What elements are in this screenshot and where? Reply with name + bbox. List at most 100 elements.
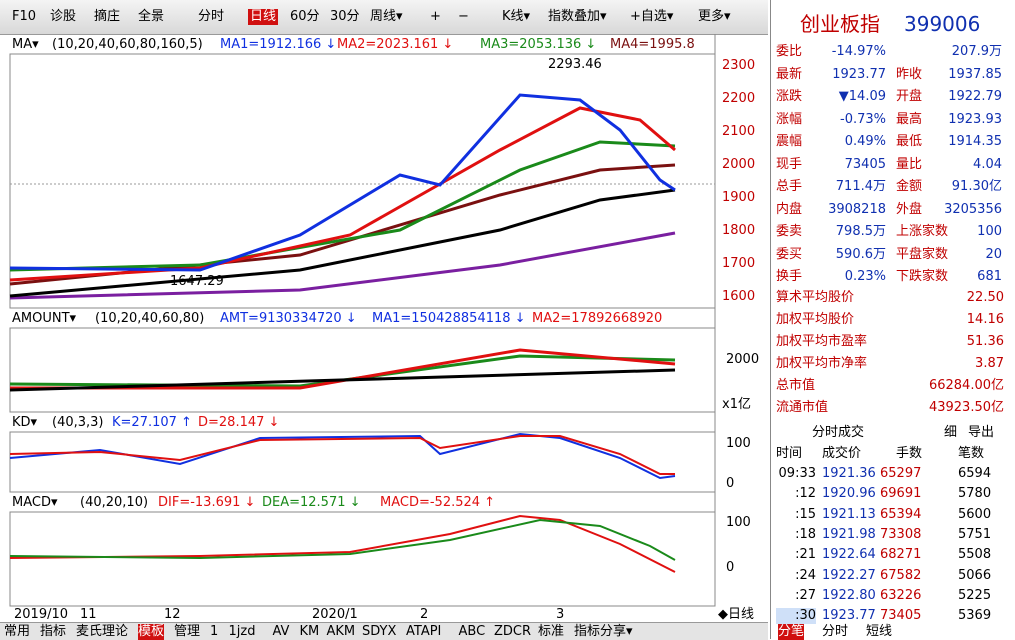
tick-count: 5369 bbox=[958, 608, 992, 624]
legend-name[interactable]: AMOUNT▾ bbox=[12, 311, 77, 326]
toolbar-button[interactable]: 60分 bbox=[290, 9, 320, 24]
quote-value: 0.49% bbox=[844, 134, 886, 149]
ticks-column: 手数 bbox=[896, 446, 923, 461]
toolbar-button[interactable]: +自选▾ bbox=[630, 9, 674, 24]
tab[interactable]: AKM bbox=[326, 624, 356, 639]
quote-label: 下跌家数 bbox=[896, 269, 949, 284]
legend-name[interactable]: MACD▾ bbox=[12, 495, 58, 510]
toolbar-button[interactable]: 分时 bbox=[198, 9, 225, 24]
tick-count: 5600 bbox=[958, 506, 992, 522]
toolbar-button[interactable]: F10 bbox=[12, 9, 37, 24]
tick-count: 5225 bbox=[958, 587, 992, 603]
tick-price: 1921.36 bbox=[822, 466, 876, 481]
tab[interactable]: AV bbox=[272, 624, 290, 639]
legend-params: (40,20,10) bbox=[80, 495, 149, 510]
tick-time: :27 bbox=[795, 587, 816, 603]
tab[interactable]: 管理 bbox=[174, 624, 201, 639]
quote-value: 0.23% bbox=[844, 269, 886, 284]
tab[interactable]: 指标 bbox=[40, 624, 67, 639]
tab[interactable]: 1jzd bbox=[228, 624, 256, 639]
stat-value: 43923.50亿 bbox=[928, 400, 1004, 415]
stat-value: 3.87 bbox=[975, 356, 1004, 371]
amount-axis-label: 2000 bbox=[726, 352, 760, 367]
toolbar-button[interactable]: K线▾ bbox=[502, 9, 531, 24]
tick-time: 09:33 bbox=[778, 466, 816, 481]
legend-item: MA3=2053.136 ↓ bbox=[480, 37, 597, 52]
price-axis-label: 1600 bbox=[722, 289, 756, 304]
toolbar-button[interactable]: 全景 bbox=[138, 9, 165, 24]
quote-value: 1937.85 bbox=[948, 66, 1002, 82]
tab[interactable]: SDYX bbox=[362, 624, 397, 639]
tab[interactable]: 模板 bbox=[138, 624, 165, 640]
tab[interactable]: 标准 bbox=[538, 624, 565, 639]
price-axis-label: 1700 bbox=[722, 256, 756, 271]
legend-item: MA2=17892668920 bbox=[532, 311, 663, 326]
legend-item: D=28.147 ↓ bbox=[198, 415, 280, 430]
legend-name[interactable]: MA▾ bbox=[12, 37, 39, 52]
tab[interactable]: ATAPI bbox=[406, 624, 442, 639]
tick-price: 1923.77 bbox=[822, 608, 876, 624]
tab[interactable]: KM bbox=[299, 624, 320, 639]
tab[interactable]: ABC bbox=[458, 624, 486, 639]
ticks-column: 成交价 bbox=[822, 446, 862, 461]
stat-value: 14.16 bbox=[966, 312, 1004, 327]
macd-axis-label: 100 bbox=[726, 515, 751, 530]
price-axis-label: 2200 bbox=[722, 91, 756, 106]
quote-value: 207.9万 bbox=[951, 44, 1002, 59]
toolbar-button[interactable]: 摘庄 bbox=[94, 9, 121, 24]
bottom-tab[interactable]: 短线 bbox=[866, 624, 893, 639]
quote-value: -0.73% bbox=[840, 111, 886, 127]
tick-count: 6594 bbox=[958, 466, 992, 481]
legend-item: MA1=150428854118 ↓ bbox=[372, 311, 526, 326]
quote-label: 涨跌 bbox=[776, 89, 803, 104]
bottom-tab[interactable]: 分笔 bbox=[778, 624, 805, 640]
legend-params: (10,20,40,60,80,160,5) bbox=[52, 37, 203, 52]
quote-value: -14.97% bbox=[831, 44, 886, 59]
toolbar-button[interactable]: + bbox=[430, 9, 441, 24]
toolbar-button[interactable]: 周线▾ bbox=[370, 9, 403, 24]
tab[interactable]: 指标分享▾ bbox=[574, 624, 633, 639]
x-axis-label: 11 bbox=[80, 607, 97, 622]
price-axis-label: 2100 bbox=[722, 124, 756, 139]
toolbar-button[interactable]: 更多▾ bbox=[698, 9, 731, 24]
legend-item: DIF=-13.691 ↓ bbox=[158, 495, 256, 510]
quote-label: 现手 bbox=[776, 156, 803, 172]
quote-label: 震幅 bbox=[776, 134, 803, 149]
quote-value: ▼14.09 bbox=[838, 89, 886, 104]
ticks-title: 分时成交 bbox=[812, 425, 865, 440]
quote-label: 委卖 bbox=[776, 224, 803, 239]
tab[interactable]: 麦氏理论 bbox=[76, 624, 129, 639]
toolbar-button[interactable]: 诊股 bbox=[50, 9, 77, 24]
quote-value: 91.30亿 bbox=[951, 179, 1002, 194]
tab[interactable]: 常用 bbox=[4, 624, 31, 639]
x-axis-label: 2 bbox=[420, 607, 429, 622]
legend-name[interactable]: KD▾ bbox=[12, 415, 38, 430]
tick-price: 1922.64 bbox=[822, 547, 876, 563]
stat-label: 总市值 bbox=[776, 378, 816, 393]
toolbar-button[interactable]: 30分 bbox=[330, 9, 360, 24]
legend-item: DEA=12.571 ↓ bbox=[262, 495, 361, 510]
ticks-button[interactable]: 细 bbox=[944, 425, 958, 440]
tab[interactable]: 1 bbox=[210, 624, 219, 639]
ticks-column: 时间 bbox=[776, 446, 803, 461]
toolbar-button[interactable]: 日线 bbox=[248, 9, 279, 25]
ticks-button[interactable]: 导出 bbox=[968, 425, 995, 440]
quote-value: 1923.93 bbox=[948, 111, 1002, 127]
toolbar-button[interactable]: − bbox=[458, 9, 469, 24]
quote-value: 100 bbox=[977, 224, 1002, 239]
quote-label: 上涨家数 bbox=[896, 224, 949, 239]
toolbar-button[interactable]: 指数叠加▾ bbox=[548, 9, 607, 24]
quote-label: 最高 bbox=[896, 111, 923, 127]
quote-value: 681 bbox=[977, 269, 1002, 284]
stat-label: 加权平均市净率 bbox=[776, 356, 868, 371]
quote-panel bbox=[770, 0, 1015, 639]
legend-item: MA1=1912.166 ↓ bbox=[220, 37, 337, 52]
quote-value: 1914.35 bbox=[948, 134, 1002, 149]
legend-item: K=27.107 ↑ bbox=[112, 415, 192, 430]
annotation: 2293.46 bbox=[548, 57, 602, 72]
quote-label: 委买 bbox=[776, 246, 803, 262]
tab-bar bbox=[0, 622, 768, 640]
tick-price: 1921.13 bbox=[822, 506, 876, 522]
bottom-tab[interactable]: 分时 bbox=[822, 624, 849, 639]
tab[interactable]: ZDCR bbox=[494, 624, 532, 639]
